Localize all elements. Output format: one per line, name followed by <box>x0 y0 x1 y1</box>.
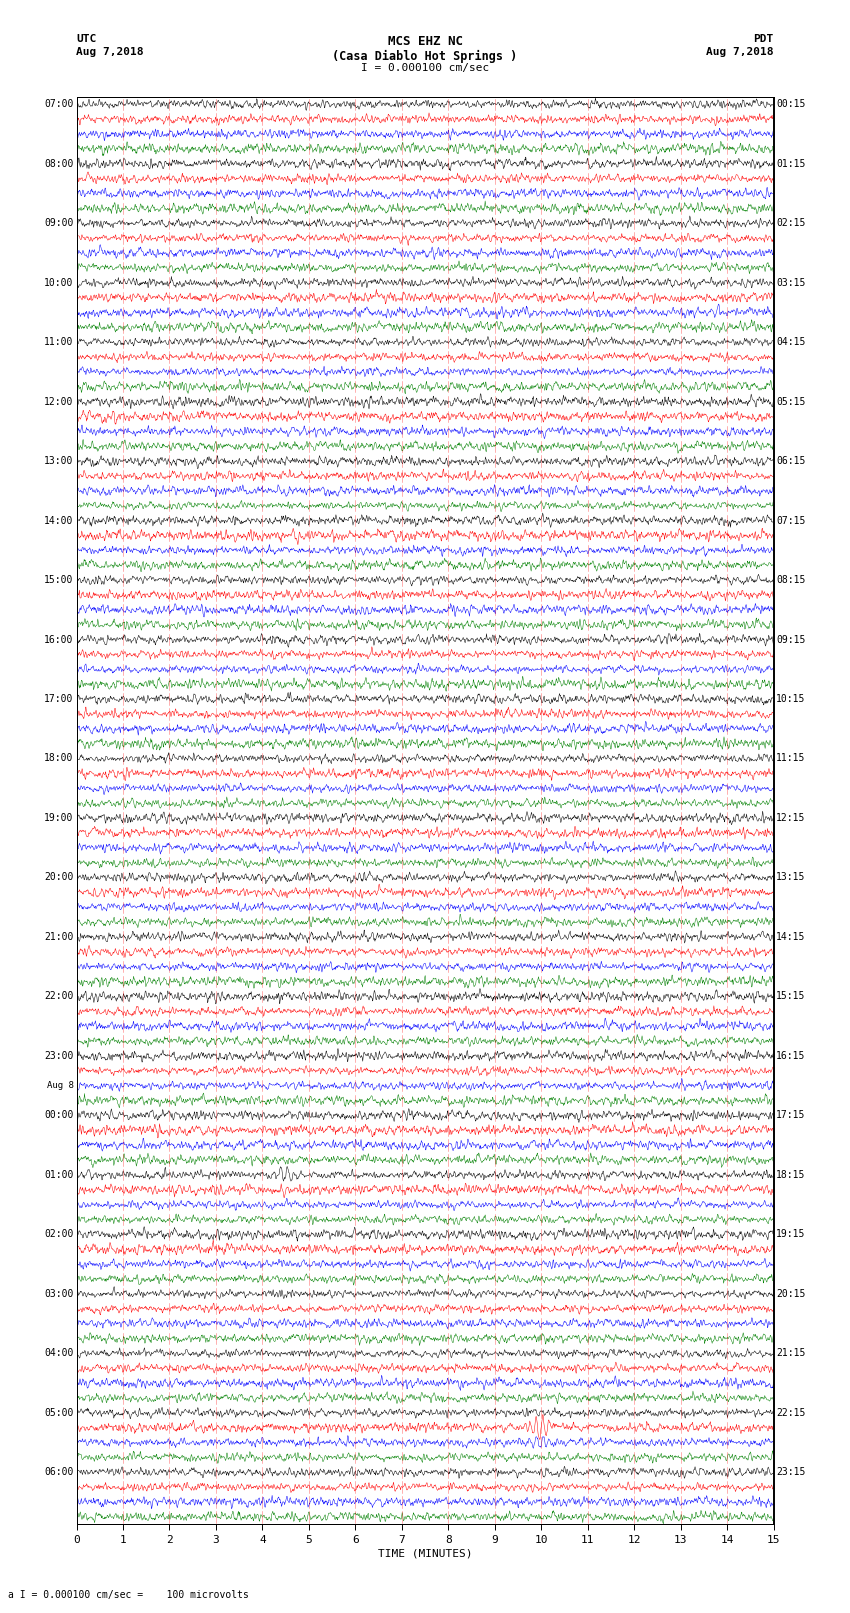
Text: MCS EHZ NC: MCS EHZ NC <box>388 35 462 48</box>
Text: Aug 7,2018: Aug 7,2018 <box>76 47 144 56</box>
Text: a I = 0.000100 cm/sec =    100 microvolts: a I = 0.000100 cm/sec = 100 microvolts <box>8 1590 249 1600</box>
Text: Aug 8: Aug 8 <box>47 1081 74 1090</box>
Text: I = 0.000100 cm/sec: I = 0.000100 cm/sec <box>361 63 489 73</box>
Text: PDT: PDT <box>753 34 774 44</box>
Text: Aug 7,2018: Aug 7,2018 <box>706 47 774 56</box>
X-axis label: TIME (MINUTES): TIME (MINUTES) <box>377 1548 473 1558</box>
Text: UTC: UTC <box>76 34 97 44</box>
Text: (Casa Diablo Hot Springs ): (Casa Diablo Hot Springs ) <box>332 50 518 63</box>
